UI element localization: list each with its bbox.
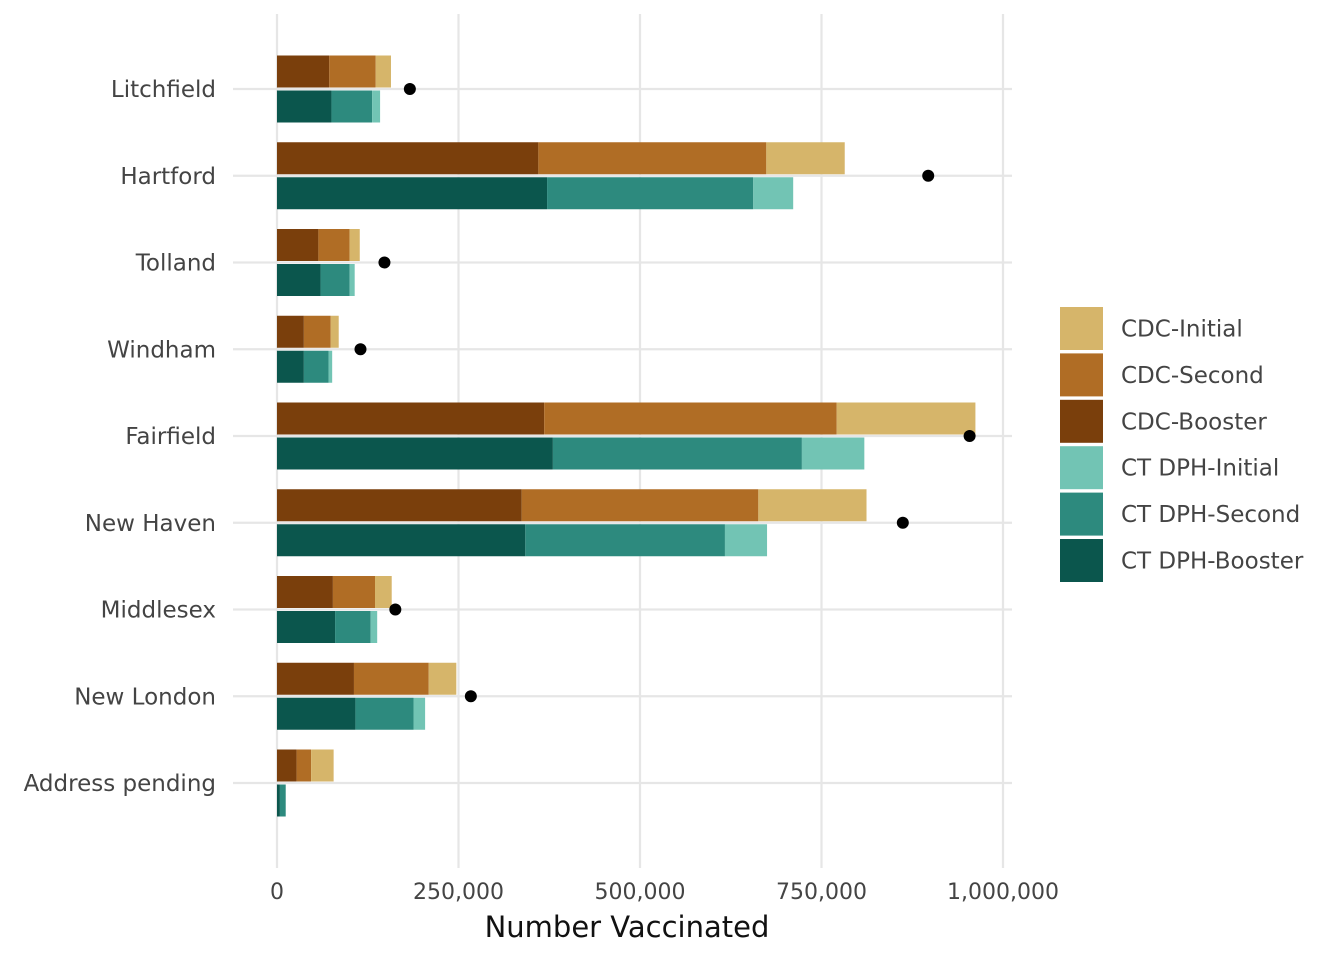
legend-key-ct-dph-second [1060,492,1103,536]
bar-litchfield-cdc-second [329,55,376,88]
point-litchfield [403,83,416,95]
bar-new-haven-ct-dph-second [525,524,725,557]
point-new-haven [896,516,909,529]
bar-windham-ct-dph-initial [328,350,333,383]
point-middlesex [389,603,402,616]
bar-fairfield-cdc-second [544,402,837,435]
bar-windham-cdc-booster [277,315,304,348]
bar-tolland-ct-dph-initial [349,264,355,296]
bar-middlesex-ct-dph-booster [277,611,336,643]
bar-hartford-ct-dph-second [547,177,754,210]
legend: CDC-Initial CDC-Second CDC-Booster CT DPH-I… [1060,307,1304,582]
bar-middlesex-cdc-booster [277,576,333,608]
bar-hartford-cdc-second [538,142,767,175]
category-label-new-haven: New Haven [85,511,216,537]
x-tick-labels: 0 250,000 500,000 750,000 1,000,000 [270,880,1059,905]
x-axis-title: Number Vaccinated [485,910,770,944]
category-label-fairfield: Fairfield [125,424,216,450]
bar-litchfield-cdc-initial [375,55,391,88]
x-tick-label: 500,000 [595,880,686,905]
x-tick-label: 1,000,000 [947,880,1059,905]
bar-tolland-ct-dph-booster [277,264,321,296]
category-label-hartford: Hartford [120,164,216,190]
x-tick-label: 0 [270,880,284,905]
x-tick-label: 750,000 [776,880,867,905]
bar-hartford-cdc-booster [277,142,539,175]
bar-litchfield-ct-dph-second [331,90,373,123]
bar-windham-cdc-initial [330,315,339,348]
category-label-windham: Windham [107,337,216,363]
bar-address-pending-cdc-second [296,749,312,782]
bar-windham-cdc-second [303,315,331,348]
category-label-litchfield: Litchfield [111,77,216,103]
x-tick-label: 250,000 [413,880,504,905]
bar-new-london-ct-dph-second [355,697,414,730]
bar-middlesex-ct-dph-initial [370,611,378,643]
legend-key-cdc-booster [1060,399,1103,443]
category-label-address-pending: Address pending [24,771,216,797]
bar-new-london-cdc-booster [277,662,354,695]
category-labels: Litchfield Hartford Tolland Windham Fairfiel… [24,77,216,797]
point-fairfield [963,430,976,442]
bar-tolland-cdc-booster [277,229,319,261]
legend-label-cdc-booster: CDC-Booster [1121,409,1267,435]
legend-label-cdc-initial: CDC-Initial [1121,317,1243,343]
bar-new-london-cdc-second [353,662,429,695]
bar-new-london-cdc-initial [428,662,457,695]
bar-address-pending-cdc-initial [311,749,334,782]
bar-address-pending-cdc-booster [277,749,297,782]
bar-windham-ct-dph-second [303,350,329,383]
legend-label-ct-dph-second: CT DPH-Second [1121,502,1300,528]
bar-tolland-cdc-initial [349,229,360,261]
bar-hartford-cdc-initial [766,142,845,175]
bar-new-haven-ct-dph-initial [724,524,768,557]
bar-litchfield-ct-dph-booster [277,90,332,123]
point-windham [354,343,367,356]
point-tolland [378,256,391,269]
bar-hartford-ct-dph-initial [753,177,794,210]
bar-new-haven-ct-dph-booster [277,524,526,557]
grid-lines [233,14,1012,868]
legend-key-cdc-initial [1060,307,1103,350]
bar-middlesex-cdc-second [332,576,376,608]
bar-new-london-ct-dph-initial [413,697,426,730]
bar-fairfield-ct-dph-second [552,437,802,470]
legend-key-ct-dph-booster [1060,539,1103,582]
bar-hartford-ct-dph-booster [277,177,548,210]
legend-key-cdc-second [1060,353,1103,397]
bar-middlesex-ct-dph-second [335,611,371,643]
bar-address-pending-ct-dph-second [279,784,286,817]
category-label-tolland: Tolland [135,251,216,277]
bar-fairfield-ct-dph-initial [801,437,865,470]
bar-address-pending-ct-dph-booster [277,784,280,817]
legend-label-cdc-second: CDC-Second [1121,363,1264,389]
bar-new-haven-cdc-booster [277,489,522,522]
category-label-middlesex: Middlesex [101,598,216,624]
bar-litchfield-cdc-booster [277,55,330,88]
bar-fairfield-cdc-initial [836,402,976,435]
legend-key-ct-dph-initial [1060,446,1103,490]
legend-label-ct-dph-booster: CT DPH-Booster [1121,549,1304,575]
bar-fairfield-ct-dph-booster [277,437,553,470]
point-new-london [464,690,477,703]
point-hartford [922,169,935,182]
bar-middlesex-cdc-initial [375,576,392,608]
bars [277,55,976,817]
points [354,83,976,703]
bar-new-london-ct-dph-booster [277,697,356,730]
bar-new-haven-cdc-initial [758,489,867,522]
bar-tolland-ct-dph-second [320,264,350,296]
bar-fairfield-cdc-booster [277,402,545,435]
category-label-new-london: New London [74,684,216,710]
bar-tolland-cdc-second [318,229,350,261]
legend-label-ct-dph-initial: CT DPH-Initial [1121,456,1279,482]
bar-windham-ct-dph-booster [277,350,304,383]
bar-litchfield-ct-dph-initial [372,90,381,123]
bar-new-haven-cdc-second [521,489,759,522]
